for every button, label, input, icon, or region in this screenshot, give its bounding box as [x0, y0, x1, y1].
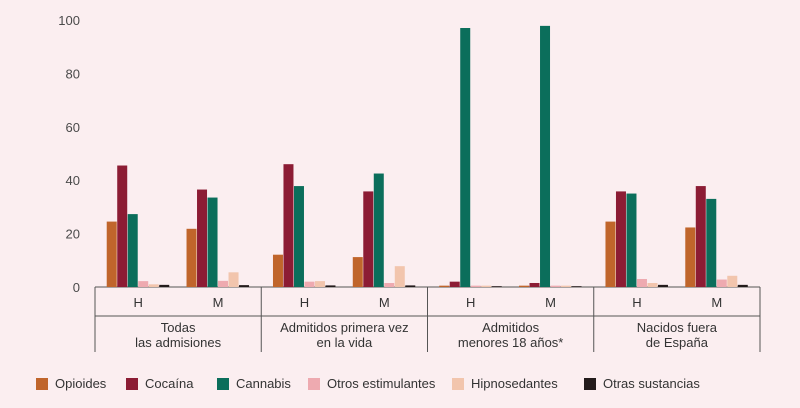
bar-cocaína	[529, 282, 540, 287]
legend-swatch-cocaína	[126, 378, 138, 390]
bar-cannabis	[373, 173, 384, 287]
bar-otros-estimulantes	[384, 282, 395, 287]
y-tick-label: 20	[66, 227, 80, 242]
bar-hipnosedantes	[148, 284, 159, 287]
group-label: Todas	[161, 320, 196, 335]
bar-otros-estimulantes	[636, 278, 647, 287]
bar-cannabis	[626, 193, 637, 287]
legend-swatch-otras-sustancias	[584, 378, 596, 390]
bar-otras-sustancias	[491, 286, 502, 287]
bar-cocaína	[695, 186, 706, 287]
y-tick-label: 60	[66, 120, 80, 135]
bar-hipnosedantes	[727, 275, 738, 287]
bar-cocaína	[197, 189, 208, 287]
bar-opioides	[106, 221, 117, 287]
bar-opioides	[272, 254, 283, 287]
bar-cannabis	[127, 214, 138, 287]
bar-otros-estimulantes	[304, 281, 315, 287]
y-tick-label: 80	[66, 66, 80, 81]
group-label: Admitidos primera vez	[280, 320, 409, 335]
category-label: H	[466, 295, 475, 310]
bar-otros-estimulantes	[138, 281, 149, 287]
category-label: H	[632, 295, 641, 310]
bar-cannabis	[706, 198, 717, 287]
bar-hipnosedantes	[481, 285, 492, 287]
legend-label: Otros estimulantes	[327, 376, 436, 391]
group-label: menores 18 años*	[458, 335, 564, 350]
bar-opioides	[519, 285, 530, 287]
category-label: M	[379, 295, 390, 310]
bar-cocaína	[117, 165, 128, 287]
legend-swatch-opioides	[36, 378, 48, 390]
category-label: H	[300, 295, 309, 310]
bar-opioides	[186, 228, 197, 287]
bar-cocaína	[615, 191, 626, 287]
bar-hipnosedantes	[228, 272, 239, 287]
category-label: M	[545, 295, 556, 310]
legend-label: Opioides	[55, 376, 107, 391]
legend-label: Cannabis	[236, 376, 291, 391]
group-label: las admisiones	[135, 335, 221, 350]
bar-otros-estimulantes	[550, 285, 561, 287]
y-tick-label: 100	[58, 13, 80, 28]
group-label: en la vida	[317, 335, 373, 350]
bar-otras-sustancias	[239, 285, 250, 287]
bar-cocaína	[363, 191, 374, 287]
bar-opioides	[685, 227, 696, 287]
bar-otros-estimulantes	[716, 279, 727, 287]
group-label: de España	[646, 335, 709, 350]
category-label: M	[711, 295, 722, 310]
legend-label: Cocaína	[145, 376, 194, 391]
y-tick-label: 40	[66, 173, 80, 188]
bar-cannabis	[207, 197, 218, 287]
bar-cannabis	[540, 25, 551, 288]
bar-otras-sustancias	[159, 284, 170, 287]
bar-opioides	[352, 257, 363, 287]
category-label: M	[213, 295, 224, 310]
bar-otros-estimulantes	[470, 285, 481, 287]
bar-cocaína	[449, 281, 460, 287]
bar-hipnosedantes	[314, 281, 325, 287]
bar-opioides	[605, 221, 616, 287]
bar-otras-sustancias	[737, 284, 748, 287]
legend-swatch-otros-estimulantes	[308, 378, 320, 390]
bar-cannabis	[293, 186, 304, 287]
legend-swatch-hipnosedantes	[452, 378, 464, 390]
y-tick-label: 0	[73, 280, 80, 295]
bar-opioides	[439, 285, 450, 287]
group-label: Nacidos fuera	[637, 320, 718, 335]
bar-cocaína	[283, 164, 294, 287]
bar-otras-sustancias	[405, 285, 416, 287]
category-label: H	[134, 295, 143, 310]
bar-otras-sustancias	[571, 286, 582, 287]
legend-label: Hipnosedantes	[471, 376, 558, 391]
bar-hipnosedantes	[647, 282, 658, 287]
legend-swatch-cannabis	[217, 378, 229, 390]
bar-hipnosedantes	[394, 266, 405, 287]
bar-otras-sustancias	[325, 285, 336, 287]
group-label: Admitidos	[482, 320, 540, 335]
legend-label: Otras sustancias	[603, 376, 700, 391]
bar-hipnosedantes	[561, 285, 572, 287]
bar-cannabis	[460, 28, 471, 287]
bar-otras-sustancias	[657, 284, 668, 287]
bar-otros-estimulantes	[218, 280, 229, 287]
